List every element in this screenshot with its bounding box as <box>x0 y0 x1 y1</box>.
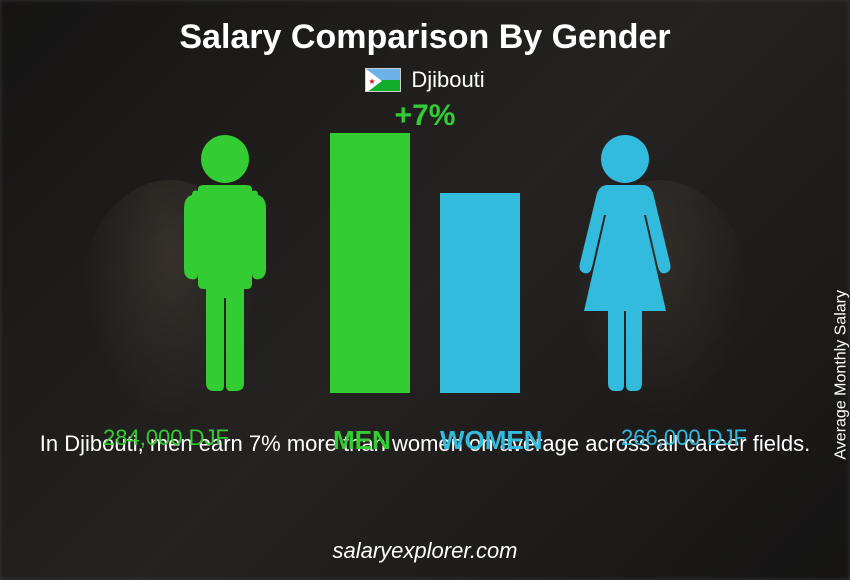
djibouti-flag-icon: ★ <box>365 68 401 92</box>
women-label: WOMEN <box>440 425 543 456</box>
content-container: Salary Comparison By Gender ★ Djibouti +… <box>0 0 850 580</box>
footer-source: salaryexplorer.com <box>332 538 517 564</box>
men-bar <box>330 133 410 393</box>
woman-figure-icon <box>570 133 680 393</box>
men-salary-value: 284,000 DJF <box>103 425 229 451</box>
page-title: Salary Comparison By Gender <box>179 18 670 57</box>
delta-label: +7% <box>395 99 456 133</box>
chart-area: +7% 284,000 DJF MEN WOMEN 266,000 DJF <box>105 101 745 421</box>
subtitle-row: ★ Djibouti <box>365 67 484 93</box>
women-bar <box>440 193 520 393</box>
man-figure-icon <box>170 133 280 393</box>
men-label: MEN <box>333 425 391 456</box>
women-salary-value: 266,000 DJF <box>621 425 747 451</box>
country-label: Djibouti <box>411 67 484 93</box>
y-axis-label: Average Monthly Salary <box>833 290 850 460</box>
